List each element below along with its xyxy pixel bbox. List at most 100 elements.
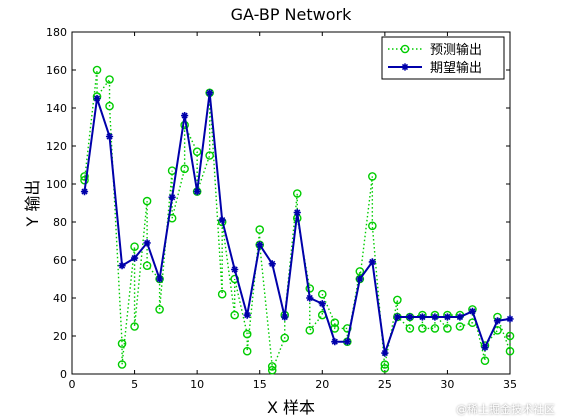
data-point xyxy=(156,275,164,283)
data-point xyxy=(506,315,514,323)
data-point xyxy=(255,225,265,234)
data-point xyxy=(218,216,226,224)
data-point xyxy=(430,324,440,333)
y-axis-label: Y 输出 xyxy=(23,180,42,228)
data-point xyxy=(456,313,464,321)
y-tick-label: 120 xyxy=(46,140,67,153)
data-point xyxy=(80,175,89,185)
data-point xyxy=(118,262,126,270)
data-point xyxy=(193,188,201,196)
data-point xyxy=(181,112,189,120)
legend-swatch-marker xyxy=(400,44,410,54)
data-point xyxy=(505,331,515,341)
data-point xyxy=(306,294,314,302)
x-tick-label: 25 xyxy=(378,378,392,391)
y-tick-label: 80 xyxy=(53,216,67,229)
y-tick-label: 40 xyxy=(53,292,67,305)
y-tick-label: 140 xyxy=(46,102,67,115)
data-point xyxy=(105,101,114,111)
data-point xyxy=(292,189,302,198)
axis-ticks: 0 5 10 15 20 25 30 35 0 20 40 60 80 100 120 140 160 180 xyxy=(46,26,517,391)
data-point xyxy=(117,360,127,369)
data-point xyxy=(443,324,452,333)
data-point xyxy=(206,89,214,97)
y-tick-label: 180 xyxy=(46,26,67,39)
x-tick-label: 0 xyxy=(69,378,76,391)
data-point xyxy=(443,313,452,321)
data-point xyxy=(305,325,315,335)
data-point xyxy=(205,151,214,160)
data-point xyxy=(80,172,89,181)
data-point xyxy=(380,360,390,369)
data-point xyxy=(80,188,89,196)
data-point xyxy=(142,196,152,206)
data-point xyxy=(330,318,340,328)
data-point xyxy=(267,362,277,371)
legend-swatch-marker xyxy=(401,63,409,71)
x-tick-label: 10 xyxy=(190,378,204,391)
y-tick-label: 60 xyxy=(53,254,67,267)
chart-title: GA-BP Network xyxy=(231,5,352,24)
data-point xyxy=(231,265,239,274)
data-point xyxy=(217,289,227,299)
data-point xyxy=(406,313,414,321)
plot-area xyxy=(71,31,511,375)
data-point xyxy=(243,311,251,319)
data-point xyxy=(380,363,390,373)
data-point xyxy=(381,349,389,357)
x-tick-label: 15 xyxy=(253,378,267,391)
data-point xyxy=(393,313,401,321)
data-point xyxy=(368,221,377,231)
data-point xyxy=(256,241,264,249)
data-point xyxy=(267,365,277,375)
data-point xyxy=(93,94,101,103)
data-point xyxy=(493,317,502,325)
data-point xyxy=(130,242,139,251)
data-point xyxy=(280,333,290,343)
watermark: @稀土掘金技术社区 xyxy=(456,403,555,416)
data-point xyxy=(418,313,426,321)
data-point xyxy=(455,322,465,331)
y-tick-label: 0 xyxy=(60,368,67,381)
data-point xyxy=(142,261,152,271)
data-point xyxy=(143,239,151,247)
legend-box xyxy=(381,36,505,80)
y-tick-label: 20 xyxy=(53,330,67,343)
data-point xyxy=(505,346,515,356)
data-point xyxy=(192,147,202,156)
data-point xyxy=(242,329,252,339)
data-point xyxy=(481,343,489,351)
legend-entry-label: 预测输出 xyxy=(430,42,482,58)
series-layer xyxy=(80,65,515,375)
data-point xyxy=(331,338,339,346)
data-point xyxy=(130,254,139,262)
data-point xyxy=(356,275,364,283)
data-point xyxy=(155,305,164,314)
data-point xyxy=(480,356,490,366)
data-point xyxy=(468,307,477,315)
data-point xyxy=(318,300,326,308)
y-tick-label: 160 xyxy=(46,64,67,77)
data-point xyxy=(343,338,351,346)
data-point xyxy=(130,322,139,331)
x-tick-label: 35 xyxy=(503,378,517,391)
x-axis-label: X 样本 xyxy=(267,398,315,417)
data-point xyxy=(431,313,439,321)
data-point xyxy=(242,346,252,356)
data-point xyxy=(168,193,176,201)
legend-entry-label: 期望输出 xyxy=(430,60,482,76)
data-point xyxy=(105,75,114,84)
data-point xyxy=(281,313,289,321)
data-point xyxy=(405,324,415,333)
data-point xyxy=(368,172,377,181)
data-point xyxy=(230,310,239,320)
data-point xyxy=(180,164,189,174)
data-point xyxy=(105,132,114,141)
data-point xyxy=(268,260,276,268)
x-tick-label: 30 xyxy=(440,378,454,391)
x-tick-label: 5 xyxy=(131,378,138,391)
data-point xyxy=(393,295,402,305)
x-tick-label: 20 xyxy=(315,378,329,391)
data-point xyxy=(293,208,301,217)
